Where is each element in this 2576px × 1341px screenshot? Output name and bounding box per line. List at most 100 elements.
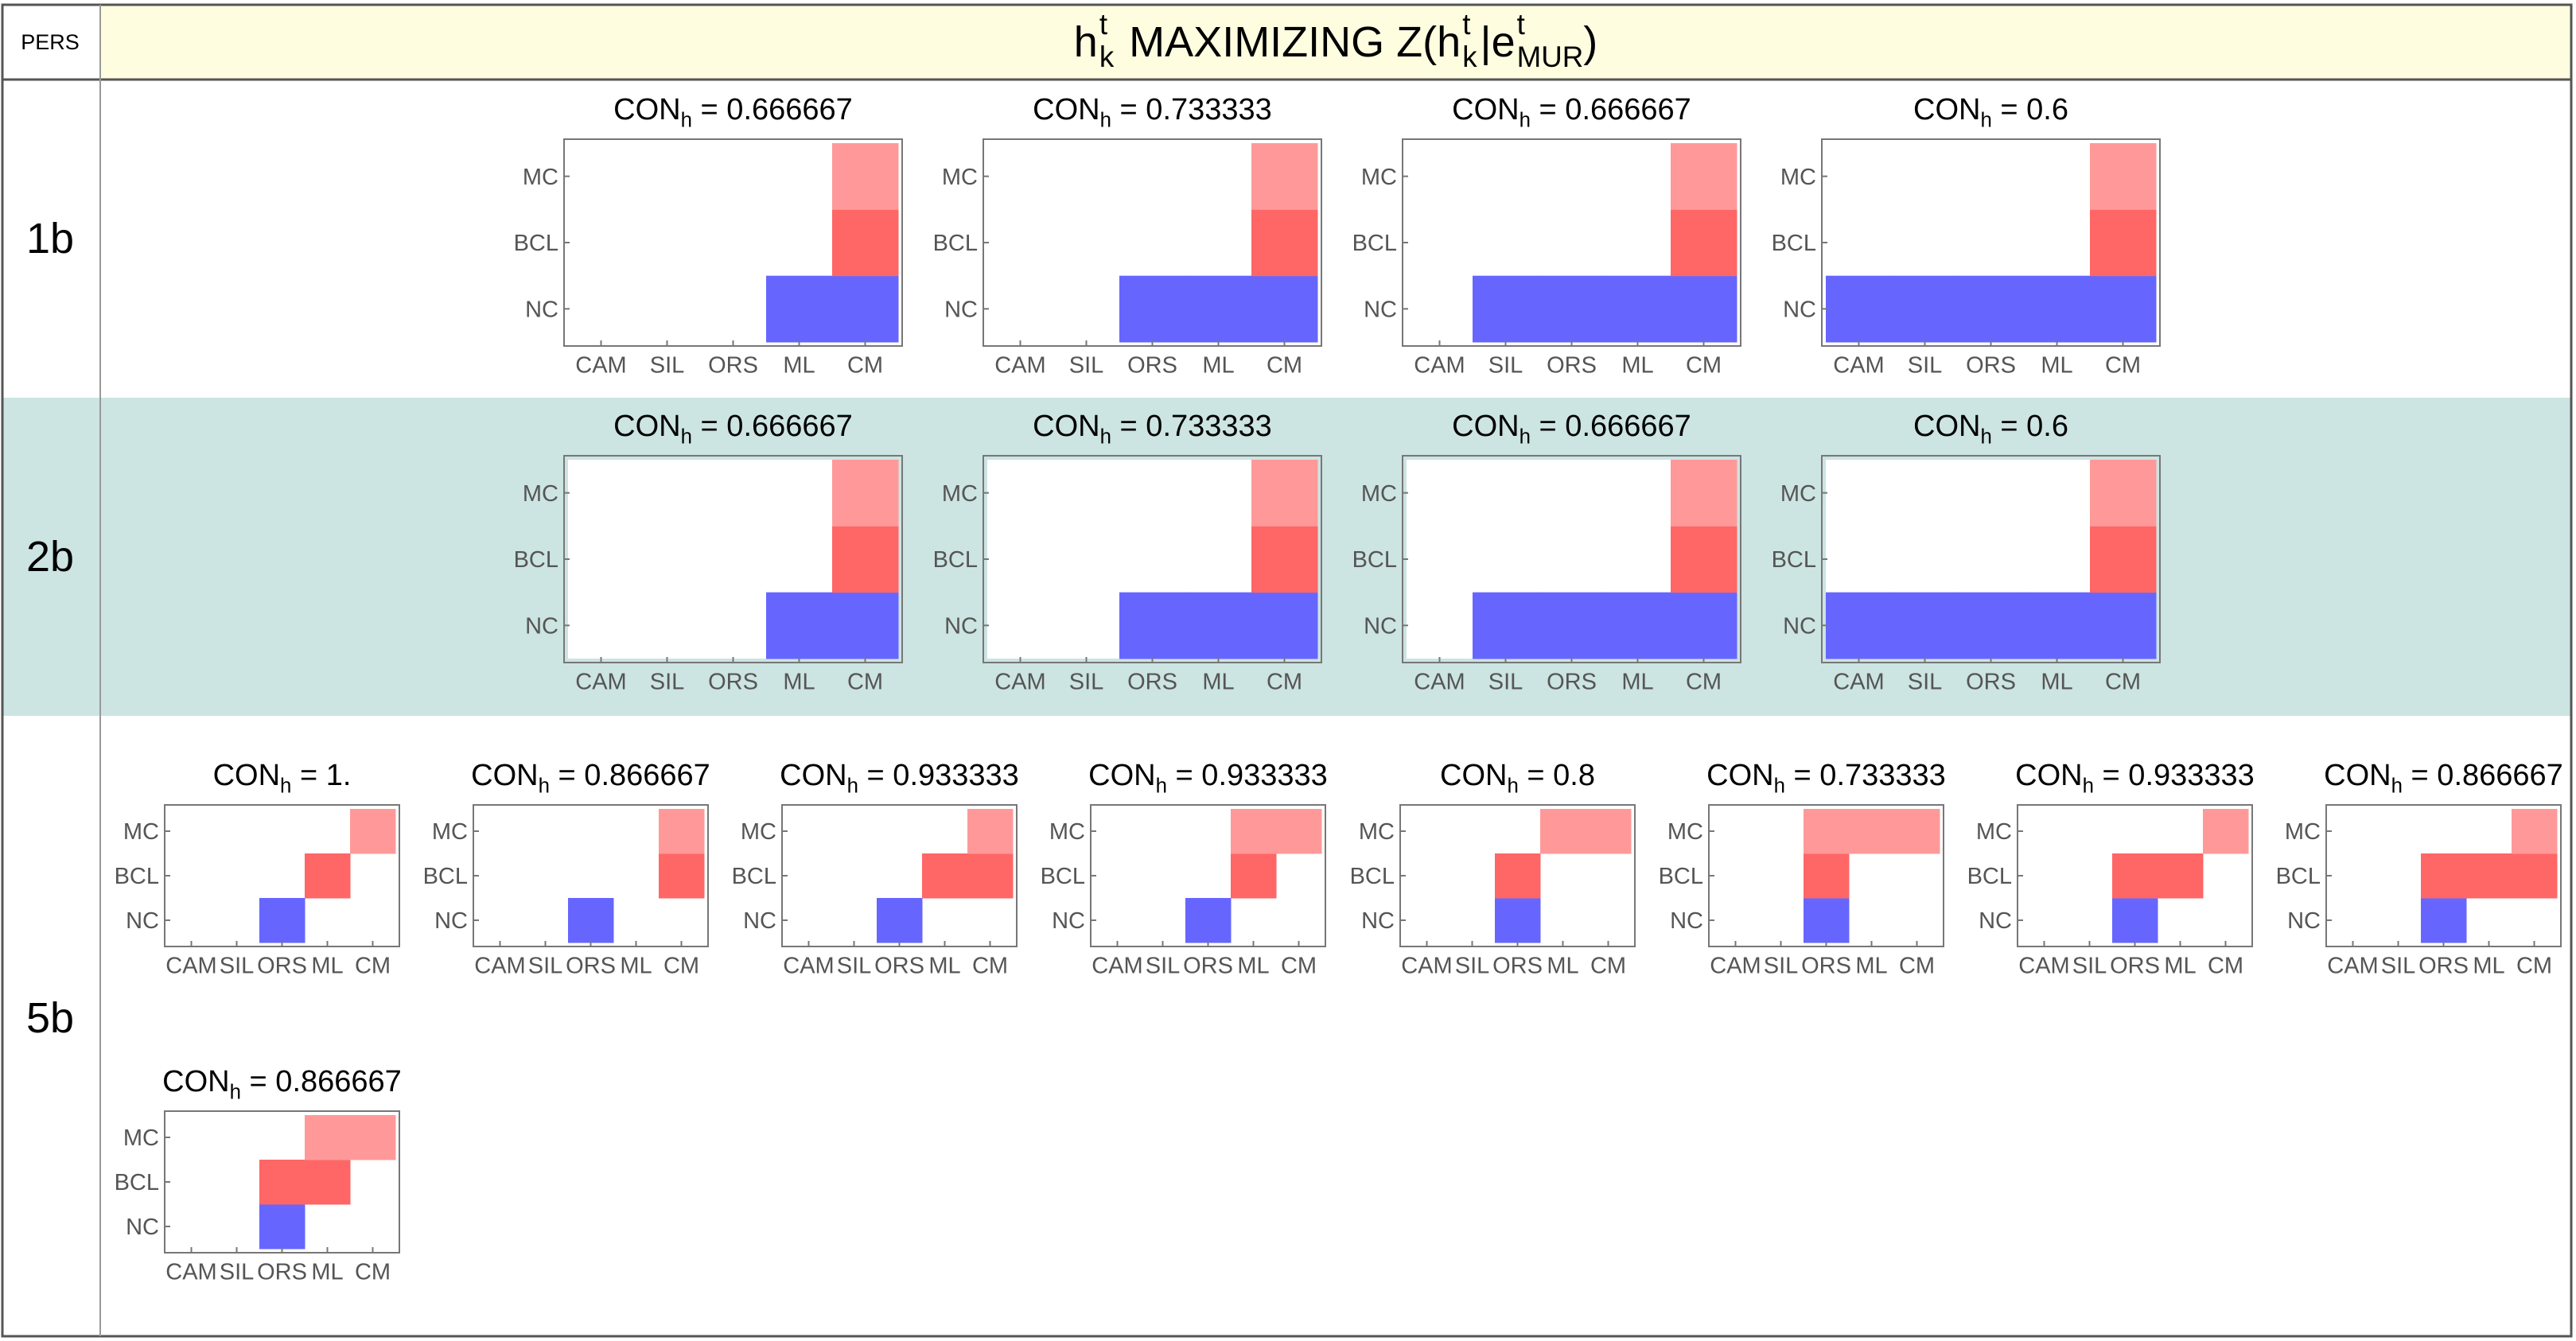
x-tick-label-ml: ML	[1621, 669, 1653, 694]
cell-bcl-ors	[2421, 853, 2467, 899]
x-tick-label-sil: SIL	[1488, 352, 1523, 378]
y-tick-label-bcl: BCL	[732, 864, 776, 889]
cell-nc-ors	[1539, 275, 1605, 343]
panel-title-prefix: CON	[1913, 93, 1980, 126]
y-tick-label-bcl: BCL	[423, 864, 468, 889]
header-corner-background	[2, 5, 100, 80]
cell-nc-cm	[2090, 275, 2157, 343]
panel-title-subscript: h	[1980, 426, 1991, 449]
y-tick-label-nc: NC	[525, 613, 558, 639]
cell-nc-ors	[2421, 898, 2467, 943]
cell-bcl-ml	[2466, 853, 2512, 899]
cell-mc-cm	[659, 809, 705, 854]
pers-label: PERS	[21, 29, 80, 54]
cell-bcl-cm	[659, 853, 705, 899]
cell-bcl-ors	[259, 1160, 305, 1205]
panel-title-subscript: h	[1980, 110, 1991, 132]
cell-nc-ors	[2112, 898, 2158, 943]
y-tick-label-mc: MC	[432, 819, 468, 845]
panel-title-value: = 0.866667	[2403, 759, 2563, 792]
x-tick-label-ors: ORS	[1547, 669, 1597, 694]
title-close-paren: )	[1583, 18, 1598, 66]
panel-title-subscript: h	[1774, 775, 1785, 798]
cell-mc-cm	[832, 460, 899, 527]
x-tick-label-cam: CAM	[1401, 953, 1452, 978]
cell-bcl-ors	[1495, 853, 1541, 899]
y-tick-label-bcl: BCL	[1967, 864, 2012, 889]
x-tick-label-cam: CAM	[575, 669, 626, 694]
cell-bcl-ml	[305, 1160, 351, 1205]
heatmap-panel: CONh = 0.6 NC BCL MC CAM SIL ORS ML CM	[1772, 410, 2161, 694]
y-tick-label-bcl: BCL	[1352, 231, 1397, 256]
cell-nc-sil	[1473, 592, 1539, 659]
cell-nc-ors	[1495, 898, 1541, 943]
x-tick-label-ml: ML	[620, 953, 652, 978]
x-tick-label-cam: CAM	[165, 1259, 216, 1285]
y-tick-label-mc: MC	[942, 481, 978, 507]
cell-bcl-cm	[832, 526, 899, 593]
y-tick-label-mc: MC	[1049, 819, 1085, 845]
panel-title-subscript: h	[280, 775, 291, 798]
x-tick-label-sil: SIL	[220, 953, 255, 978]
y-tick-label-bcl: BCL	[115, 864, 159, 889]
panel-title: CONh = 0.8	[1440, 759, 1595, 798]
y-tick-label-nc: NC	[525, 297, 558, 322]
cell-bcl-ml	[1231, 853, 1277, 899]
cell-bcl-cm	[967, 853, 1014, 899]
title-maximizing: MAXIMIZING Z(	[1117, 18, 1438, 66]
row-label-5b: 5b	[25, 994, 75, 1042]
y-tick-label-mc: MC	[741, 819, 776, 845]
x-tick-label-cam: CAM	[994, 352, 1045, 378]
x-tick-label-cm: CM	[1686, 352, 1722, 378]
cell-nc-cm	[832, 592, 899, 659]
x-tick-label-cam: CAM	[165, 953, 216, 978]
panel-title: CONh = 0.666667	[613, 410, 853, 449]
panel-title-subscript: h	[1520, 110, 1531, 132]
x-tick-label-sil: SIL	[1488, 669, 1523, 694]
heatmap-panel: CONh = 1. NC BCL MC CAM SIL ORS ML CM	[115, 759, 400, 978]
cell-nc-cm	[1251, 275, 1318, 343]
cell-nc-ors	[259, 1204, 305, 1250]
x-tick-label-ors: ORS	[1127, 352, 1177, 378]
y-tick-label-bcl: BCL	[115, 1170, 159, 1195]
panel-title-prefix: CON	[1452, 410, 1519, 443]
x-tick-label-ors: ORS	[257, 1259, 307, 1285]
panel-title: CONh = 0.866667	[2324, 759, 2563, 798]
panel-title-prefix: CON	[1033, 93, 1099, 126]
title-h-2: h	[1437, 18, 1461, 66]
heatmap-panel: CONh = 0.933333 NC BCL MC CAM SIL ORS ML CM	[1041, 759, 1328, 978]
y-tick-label-mc: MC	[1359, 819, 1395, 845]
outer-border	[1, 3, 2573, 1338]
x-tick-label-ml: ML	[2041, 669, 2072, 694]
cell-nc-ors	[568, 898, 614, 943]
panel-title-value: = 0.733333	[1111, 410, 1272, 443]
panel-title-subscript: h	[681, 110, 692, 132]
panel-title-prefix: CON	[1706, 759, 1773, 792]
panel-title-prefix: CON	[213, 759, 280, 792]
panel-title-value: = 0.733333	[1111, 93, 1272, 126]
x-tick-label-ors: ORS	[1183, 953, 1233, 978]
panel-title: CONh = 0.933333	[780, 759, 1019, 798]
panel-title: CONh = 0.733333	[1033, 93, 1272, 132]
cell-mc-cm	[2203, 809, 2249, 854]
heatmap-panel: CONh = 0.733333 NC BCL MC CAM SIL ORS ML CM	[1659, 759, 1946, 978]
panel-title-subscript: h	[681, 426, 692, 449]
title-sup-t: t	[1099, 7, 1108, 41]
x-tick-label-ors: ORS	[1547, 352, 1597, 378]
x-tick-label-ml: ML	[1202, 352, 1234, 378]
panel-title-prefix: CON	[1088, 759, 1155, 792]
title-sup-t-2: t	[1462, 7, 1471, 41]
cell-mc-ors	[1804, 809, 1850, 854]
cell-bcl-cm	[2512, 853, 2558, 899]
x-tick-label-cm: CM	[663, 953, 699, 978]
panel-title-value: = 0.6	[1992, 410, 2068, 443]
cell-nc-cm	[832, 275, 899, 343]
title-sub-mur: MUR	[1516, 41, 1584, 73]
cell-nc-sil	[1473, 275, 1539, 343]
cell-bcl-ml	[2158, 853, 2204, 899]
panel-title-value: = 0.866667	[550, 759, 710, 792]
y-tick-label-bcl: BCL	[1772, 547, 1816, 573]
x-tick-label-cam: CAM	[575, 352, 626, 378]
